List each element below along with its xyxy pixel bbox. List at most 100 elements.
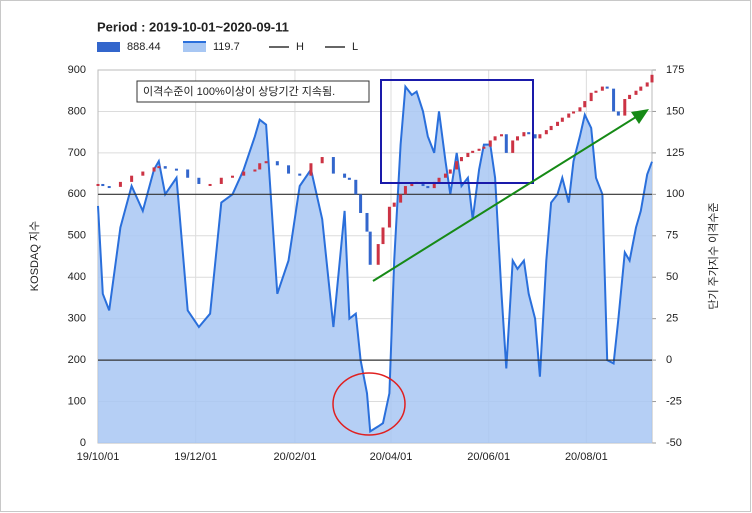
x-tick-label: 20/06/01	[467, 451, 510, 463]
candle	[432, 181, 436, 189]
chart-title: Period : 2019-10-01~2020-09-11	[97, 19, 289, 34]
candle	[163, 166, 167, 169]
candle	[275, 161, 279, 166]
candle	[242, 171, 246, 176]
candle	[253, 169, 257, 172]
candle	[437, 177, 441, 182]
y-axis-label: KOSDAQ 지수	[28, 221, 41, 291]
y-tick-label: 0	[80, 437, 86, 449]
candle	[516, 136, 520, 141]
candle	[365, 212, 369, 232]
area-line	[97, 83, 653, 434]
candle	[410, 183, 414, 187]
candle	[264, 161, 268, 164]
y2-tick-label: 175	[666, 64, 684, 76]
annotation: 이격수준이 100%이상이 상당기간 지속됨.	[143, 85, 335, 98]
candle	[219, 177, 223, 184]
plot-area: 0 100 200 300 400 500 600 700 800 900 -50 -25 0 25 50 7…	[68, 64, 685, 463]
y2-tick-label: -50	[666, 437, 682, 449]
y-tick-label: 100	[68, 395, 86, 407]
area-fill	[98, 86, 652, 443]
candle	[511, 140, 515, 153]
x-tick-label: 20/02/01	[274, 451, 317, 463]
candle	[455, 161, 459, 170]
y-tick-label: 400	[68, 271, 86, 283]
candle	[612, 88, 616, 112]
candle	[130, 175, 134, 182]
candle	[459, 157, 463, 162]
candle	[448, 169, 452, 174]
candle	[645, 82, 649, 87]
y2-tick-label: 150	[666, 105, 684, 117]
candle	[287, 165, 291, 174]
candle	[549, 125, 553, 131]
candle	[623, 99, 627, 116]
annotation-box	[136, 80, 370, 103]
candle	[471, 150, 475, 153]
x-tick-label: 19/10/01	[77, 451, 120, 463]
candle	[118, 181, 122, 187]
candle	[488, 140, 492, 147]
y2-tick-label: -25	[666, 395, 682, 407]
candle	[499, 134, 503, 137]
candle	[347, 177, 351, 180]
candle	[538, 134, 542, 139]
candle	[572, 111, 576, 114]
candle	[589, 92, 593, 102]
legend-label: 888.44	[127, 41, 161, 53]
y-tick-label: 900	[68, 64, 86, 76]
candle	[197, 177, 201, 184]
candle	[141, 171, 145, 176]
candle	[381, 227, 385, 245]
x-tick-label: 20/04/01	[370, 451, 413, 463]
candle	[556, 121, 560, 126]
candle	[443, 173, 447, 178]
arrow-head	[631, 109, 649, 124]
y2-tick-label: 125	[666, 147, 684, 159]
candle	[628, 94, 632, 100]
candle	[504, 134, 508, 153]
y-tick-label: 500	[68, 230, 86, 242]
candle	[493, 136, 497, 141]
candle	[567, 113, 571, 118]
y2-tick-label: 25	[666, 313, 678, 325]
legend-label: H	[296, 41, 304, 53]
trend-arrow	[372, 116, 637, 282]
candle	[594, 90, 598, 93]
candle	[208, 183, 212, 186]
legend-label: L	[352, 41, 358, 53]
candle	[477, 148, 481, 151]
candle	[157, 166, 161, 169]
candle	[298, 173, 302, 176]
candle	[399, 194, 403, 203]
candle	[392, 202, 396, 207]
candle	[230, 175, 234, 178]
candle	[527, 132, 531, 135]
candle	[387, 206, 391, 228]
candle	[522, 132, 526, 137]
candle	[544, 130, 548, 135]
candle	[650, 74, 654, 83]
highlight-box	[380, 79, 534, 184]
candle	[403, 186, 407, 195]
candle	[343, 173, 347, 178]
candle	[583, 101, 587, 108]
candle	[152, 167, 156, 172]
y-tick-label: 600	[68, 188, 86, 200]
candle	[359, 194, 363, 213]
legend-label: 119.7	[213, 41, 240, 53]
y-tick-label: 300	[68, 313, 86, 325]
y2-tick-label: 75	[666, 230, 678, 242]
highlight-ellipse	[332, 372, 406, 436]
candle	[578, 107, 582, 112]
y2-tick-label: 0	[666, 354, 672, 366]
y2-tick-label: 50	[666, 271, 678, 283]
candle	[174, 168, 178, 171]
candle	[376, 244, 380, 265]
candle	[368, 231, 372, 265]
y-tick-label: 700	[68, 147, 86, 159]
candle	[600, 86, 604, 91]
candle	[560, 117, 564, 122]
x-tick-label: 19/12/01	[174, 451, 217, 463]
